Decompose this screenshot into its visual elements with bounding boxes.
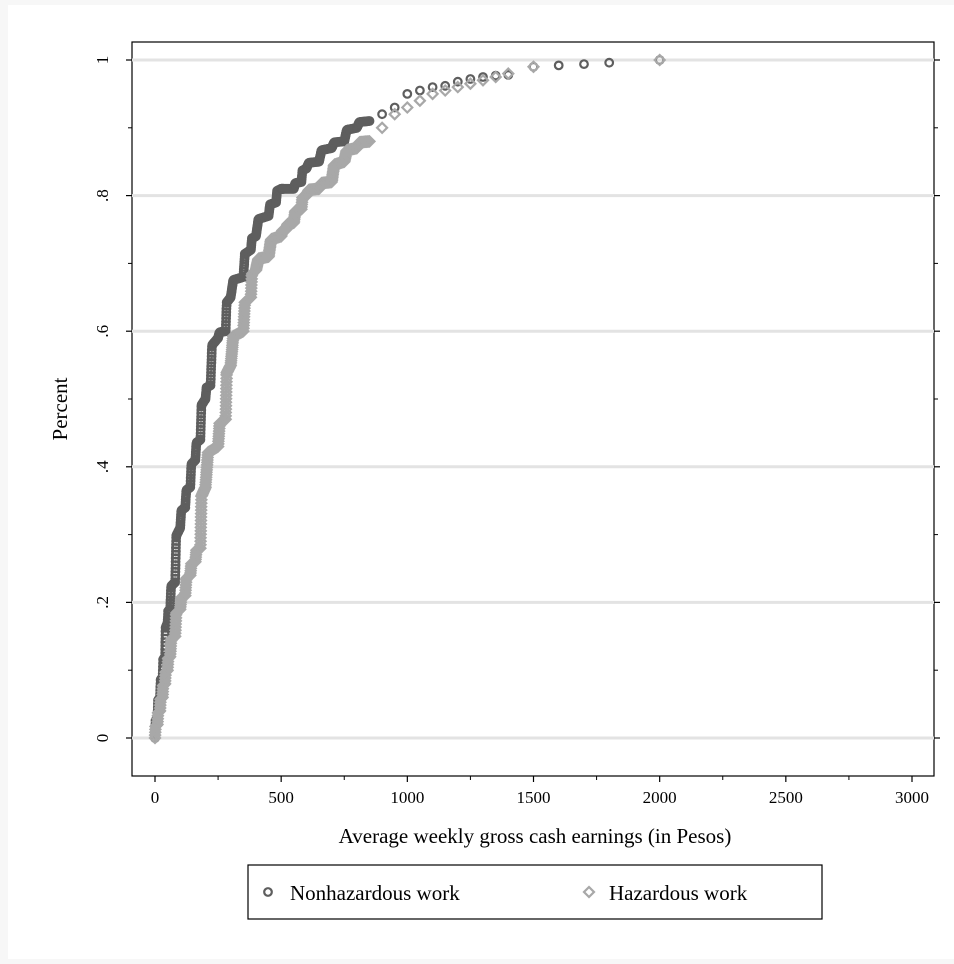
point-nonhazardous xyxy=(364,116,375,126)
point-nonhazardous xyxy=(440,80,451,91)
point-hazardous xyxy=(426,87,440,101)
y-tick-label: .6 xyxy=(93,325,112,338)
legend-marker-nonhazardous xyxy=(263,887,273,897)
point-nonhazardous xyxy=(478,72,488,82)
plot-frame xyxy=(131,41,935,777)
point-hazardous xyxy=(463,77,477,91)
point-nonhazardous xyxy=(402,88,413,99)
point-nonhazardous xyxy=(553,60,564,71)
y-tick-label: 0 xyxy=(93,734,112,743)
y-axis: 0 .2 .4 .6 .8 1 xyxy=(93,56,940,743)
point-hazardous xyxy=(413,94,427,108)
series-marks xyxy=(148,53,667,745)
point-hazardous xyxy=(653,53,667,67)
y-tick-label: .8 xyxy=(93,189,112,202)
point-nonhazardous xyxy=(427,82,438,92)
series-nonhazardous xyxy=(150,55,665,743)
point-nonhazardous xyxy=(579,59,589,69)
y-axis-title: Percent xyxy=(48,377,72,440)
point-hazardous xyxy=(526,60,541,74)
point-hazardous xyxy=(375,121,389,135)
x-tick-label: 1500 xyxy=(517,788,551,807)
point-hazardous xyxy=(476,73,490,87)
chart-container: 0 500 1000 1500 2000 2500 3000 0 .2 .4 .6 .8 1 Aver… xyxy=(8,5,954,959)
x-tick-label: 2500 xyxy=(769,788,803,807)
x-tick-label: 2000 xyxy=(643,788,677,807)
x-tick-label: 500 xyxy=(268,788,294,807)
point-nonhazardous xyxy=(452,76,463,87)
series-hazardous xyxy=(148,53,667,745)
point-nonhazardous xyxy=(377,109,388,120)
point-hazardous xyxy=(438,83,452,98)
grid-lines xyxy=(132,58,934,740)
point-hazardous xyxy=(388,107,402,121)
x-tick-label: 1000 xyxy=(390,788,424,807)
legend-label-hazardous: Hazardous work xyxy=(609,881,748,905)
legend-marker-hazardous xyxy=(582,885,596,899)
point-hazardous xyxy=(451,80,465,94)
x-tick-label: 0 xyxy=(151,788,160,807)
x-axis-title: Average weekly gross cash earnings (in P… xyxy=(339,824,732,848)
point-hazardous xyxy=(501,67,515,81)
legend: Nonhazardous work Hazardous work xyxy=(247,864,823,920)
chart-svg: 0 500 1000 1500 2000 2500 3000 0 .2 .4 .6 .8 1 Aver… xyxy=(48,41,940,920)
y-tick-label: 1 xyxy=(93,56,112,65)
point-hazardous xyxy=(489,70,503,84)
point-nonhazardous xyxy=(604,57,615,68)
y-tick-label: .2 xyxy=(93,596,112,609)
point-nonhazardous xyxy=(465,74,476,84)
x-tick-label: 3000 xyxy=(895,788,929,807)
legend-label-nonhazardous: Nonhazardous work xyxy=(290,881,460,905)
point-hazardous xyxy=(400,100,414,115)
legend-box xyxy=(247,864,823,920)
point-nonhazardous xyxy=(389,102,400,113)
y-tick-label: .4 xyxy=(93,460,112,473)
point-hazardous xyxy=(362,134,377,148)
x-axis: 0 500 1000 1500 2000 2500 3000 xyxy=(151,776,929,807)
